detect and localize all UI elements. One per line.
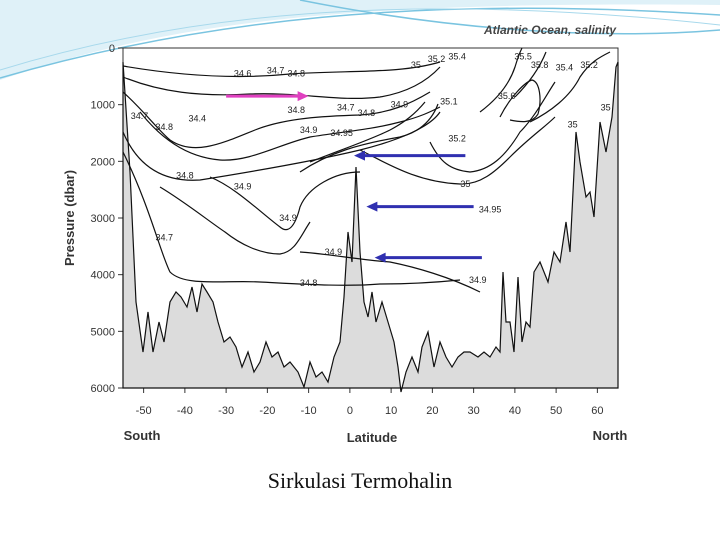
contour-label: 34.7 [267, 66, 285, 76]
contour-label: 35.1 [440, 97, 458, 107]
contour-label: 34.95 [479, 204, 502, 214]
seafloor [122, 61, 619, 393]
contour-label: 35.6 [498, 91, 516, 101]
x-tick-label: 0 [347, 405, 353, 417]
x-axis-title: Latitude [347, 430, 398, 445]
contour-label: 35.8 [531, 60, 549, 70]
x-tick-label: 30 [468, 405, 480, 417]
circulation-arrows [226, 91, 482, 263]
contour-label: 35 [601, 102, 611, 112]
contour-label: 34.7 [131, 111, 149, 121]
contour-label: 34.8 [176, 170, 194, 180]
salinity-chart: 0 1000 2000 3000 4000 5000 6000 -50 -40 -30 -20 -1… [62, 23, 628, 445]
contour-label: 34.9 [469, 275, 487, 285]
x-tick-label: -30 [218, 405, 234, 417]
y-tick-label: 0 [109, 43, 115, 55]
y-axis-title: Pressure (dbar) [62, 170, 77, 266]
y-tick-label: 2000 [91, 156, 115, 168]
contour-label: 35.2 [428, 54, 446, 64]
x-axis-left-label: South [124, 428, 161, 443]
slide-caption: Sirkulasi Termohalin [267, 468, 453, 493]
circulation-arrow-head [297, 91, 309, 102]
contour-label: 34.6 [234, 68, 252, 78]
contour-label: 34.8 [287, 105, 305, 115]
contour-label: 35.2 [580, 60, 598, 70]
x-axis-right-label: North [593, 428, 628, 443]
contour-label: 35 [568, 119, 578, 129]
chart-title: Atlantic Ocean, salinity [483, 23, 617, 37]
x-tick-label: -40 [177, 405, 193, 417]
x-tick-label: 50 [550, 405, 562, 417]
contour-label: 34.9 [300, 125, 318, 135]
contour-label: 35.5 [514, 51, 532, 61]
contour-label: 34.9 [234, 182, 252, 192]
contour-label: 34.4 [188, 114, 206, 124]
contour-label: 34.9 [279, 213, 297, 223]
circulation-arrow-head [354, 150, 365, 161]
y-tick-label: 6000 [91, 383, 115, 395]
y-tick-labels: 0 1000 2000 3000 4000 5000 6000 [91, 43, 123, 395]
contour-label: 35.4 [556, 63, 574, 73]
contour-labels: 34.434.734.834.834.9 34.9534.834.934.934.… [131, 51, 611, 288]
x-tick-label: 10 [385, 405, 397, 417]
x-tick-label: 40 [509, 405, 521, 417]
contour-label: 35 [411, 60, 421, 70]
contour-label: 35.4 [448, 51, 466, 61]
y-tick-label: 3000 [91, 213, 115, 225]
x-tick-label: -10 [301, 405, 317, 417]
x-tick-label: 20 [426, 405, 438, 417]
x-tick-labels: -50 -40 -30 -20 -10 0 10 20 30 40 50 60 [136, 388, 604, 417]
contour-label: 34.8 [358, 108, 376, 118]
x-tick-label: -20 [259, 405, 275, 417]
contour-label: 35.2 [448, 134, 466, 144]
contour-label: 34.9 [391, 100, 409, 110]
contour-label: 34.8 [300, 278, 318, 288]
contour-label: 34.95 [330, 128, 353, 138]
slide-header-decoration [0, 0, 720, 80]
y-tick-label: 5000 [91, 326, 115, 338]
x-tick-label: -50 [136, 405, 152, 417]
circulation-arrow-head [374, 252, 386, 263]
contour-label: 34.7 [337, 102, 355, 112]
x-tick-label: 60 [591, 405, 603, 417]
y-tick-label: 1000 [91, 100, 115, 112]
y-tick-label: 4000 [91, 270, 115, 282]
contour-label: 34.7 [155, 233, 173, 243]
circulation-arrow-head [366, 201, 378, 212]
contour-label: 34.9 [325, 247, 343, 257]
contour-label: 35 [460, 179, 470, 189]
contour-label: 34.8 [155, 122, 173, 132]
contour-label: 34.8 [287, 68, 305, 78]
